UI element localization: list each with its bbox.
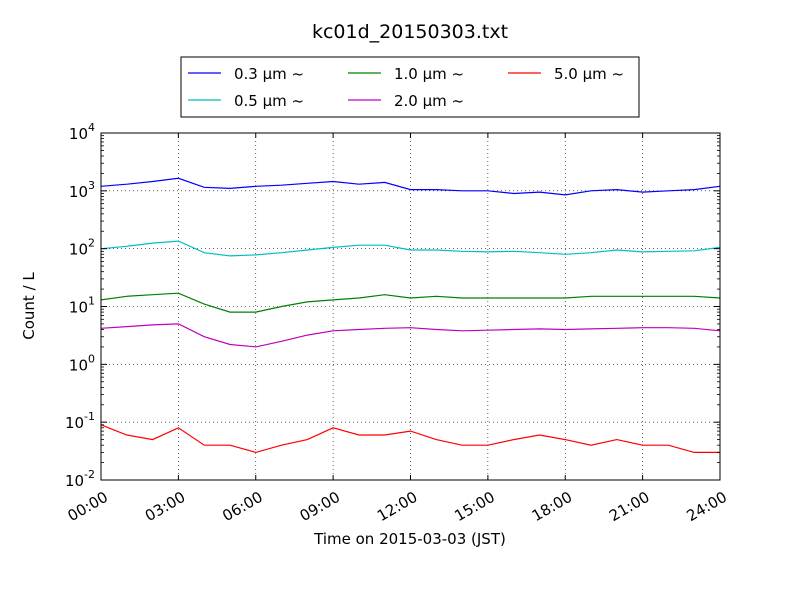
series-line-4	[100, 424, 720, 454]
y-tick-label: 104	[69, 121, 95, 143]
gridlines	[101, 133, 720, 480]
x-tick-label: 00:00	[65, 488, 111, 525]
legend-label: 1.0 µm ~	[394, 65, 464, 83]
ticks: 00:00 03:00 06:00 09:00 12:00 15:00 18:00 21:00…	[65, 121, 730, 525]
y-tick-label: 10-2	[65, 468, 95, 490]
legend-label: 0.5 µm ~	[234, 92, 304, 110]
legend-box	[180, 56, 640, 118]
y-tick-label: 101	[69, 295, 95, 317]
legend-label: 5.0 µm ~	[554, 65, 624, 83]
x-axis-label: Time on 2015-03-03 (JST)	[313, 530, 506, 548]
y-axis-label: Count / L	[20, 272, 38, 340]
x-tick-label: 06:00	[219, 488, 265, 525]
series-line-3	[100, 323, 721, 348]
legend: 0.3 µm ~ 0.5 µm ~ 1.0 µm ~ 2.0 µm ~ 5.0 µm ~	[180, 56, 640, 118]
legend-label: 0.3 µm ~	[234, 65, 304, 83]
x-tick-label: 12:00	[374, 488, 420, 525]
legend-label: 2.0 µm ~	[394, 92, 464, 110]
series-line-2	[100, 292, 721, 313]
x-tick-label: 09:00	[297, 488, 343, 525]
y-tick-label: 100	[69, 352, 95, 374]
y-tick-label: 103	[69, 179, 95, 201]
x-tick-label: 21:00	[606, 488, 652, 525]
chart-title: kc01d_20150303.txt	[312, 21, 508, 43]
series-line-1	[100, 240, 721, 257]
x-tick-label: 15:00	[451, 488, 497, 525]
series-layer	[100, 177, 721, 454]
x-tick-label: 24:00	[684, 488, 730, 525]
x-tick-label: 03:00	[142, 488, 188, 525]
series-line-0	[100, 177, 721, 196]
y-tick-label: 102	[69, 237, 95, 259]
x-tick-label: 18:00	[529, 488, 575, 525]
y-tick-label: 10-1	[65, 410, 95, 432]
